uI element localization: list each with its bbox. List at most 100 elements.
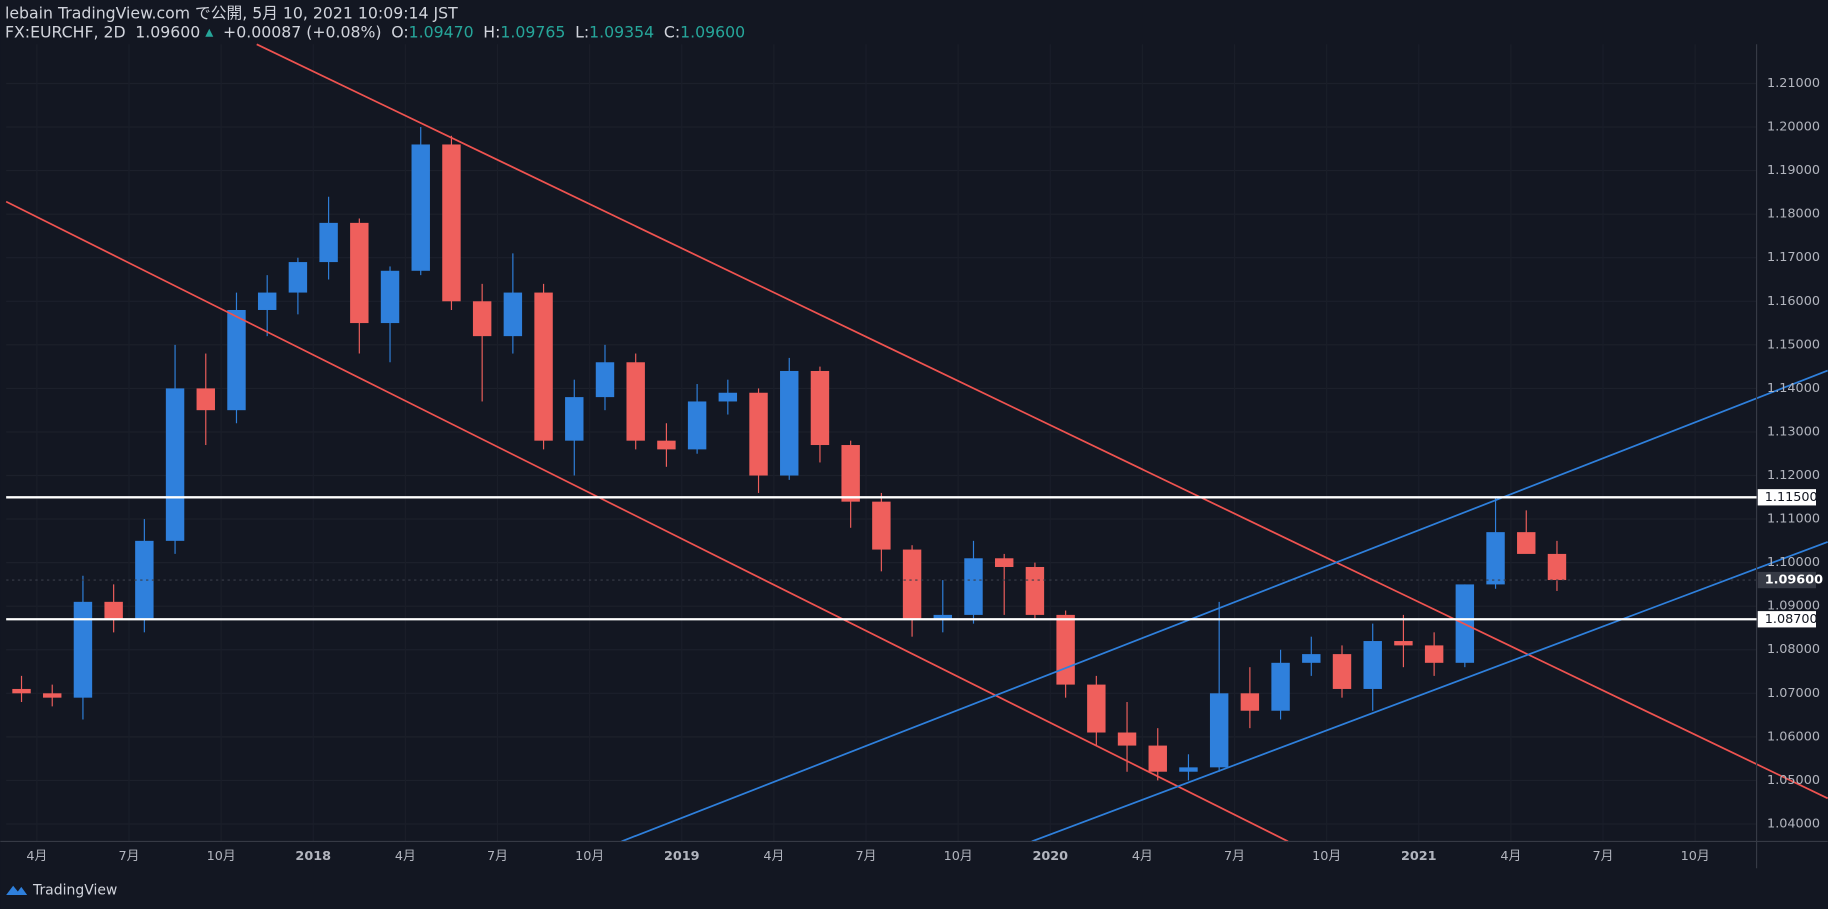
x-tick-label: 2019 bbox=[664, 849, 700, 864]
candle-body bbox=[841, 445, 860, 502]
y-tick-label: 1.14000 bbox=[1767, 381, 1820, 396]
x-tick-label: 2021 bbox=[1401, 849, 1437, 864]
legend-line: FX:EURCHF, 2D 1.09600 ▲ +0.00087 (+0.08%… bbox=[5, 22, 745, 41]
candle-body bbox=[165, 388, 185, 541]
candle-body bbox=[1517, 532, 1536, 554]
x-tick-label: 2020 bbox=[1032, 849, 1068, 864]
candle-body bbox=[1394, 641, 1413, 646]
h-value: 1.09765 bbox=[500, 22, 565, 41]
footer: TradingView bbox=[6, 882, 117, 898]
candle-body bbox=[257, 292, 277, 310]
candle-body bbox=[902, 549, 922, 620]
y-tick-label: 1.18000 bbox=[1767, 207, 1820, 222]
candle-body bbox=[1424, 645, 1444, 663]
x-tick-label: 4月 bbox=[763, 849, 784, 864]
candle-body bbox=[227, 309, 246, 411]
plot bbox=[6, 127, 1757, 781]
candle-body bbox=[1302, 654, 1321, 663]
candle-body bbox=[1148, 745, 1167, 772]
candle-body bbox=[565, 397, 584, 441]
y-tick-label: 1.16000 bbox=[1767, 294, 1820, 309]
x-tick-label: 7月 bbox=[856, 849, 877, 864]
candle-body bbox=[43, 693, 62, 698]
candle-body bbox=[1087, 684, 1106, 733]
candle-body bbox=[442, 144, 461, 302]
horizontal-line-label: 1.11500 bbox=[1765, 490, 1818, 505]
logo bbox=[6, 885, 28, 896]
candle-body bbox=[104, 601, 123, 620]
x-tick-label: 7月 bbox=[1593, 849, 1614, 864]
candle-body bbox=[687, 401, 707, 450]
trend-line bbox=[621, 369, 1828, 843]
candle-body bbox=[73, 601, 93, 698]
x-tick-label: 4月 bbox=[1132, 849, 1153, 864]
candle-body bbox=[1179, 767, 1198, 772]
trend-line bbox=[1031, 541, 1828, 843]
candle-body bbox=[1056, 614, 1075, 685]
y-tick-label: 1.04000 bbox=[1767, 816, 1820, 831]
candle-body bbox=[626, 362, 645, 441]
candle-body bbox=[595, 362, 615, 398]
y-tick-label: 1.21000 bbox=[1767, 76, 1820, 91]
x-tick-label: 10月 bbox=[1312, 849, 1341, 864]
candle-body bbox=[1547, 553, 1567, 581]
candle-body bbox=[933, 614, 952, 620]
y-tick-label: 1.20000 bbox=[1767, 120, 1820, 135]
candle-body bbox=[1209, 693, 1229, 768]
candle-body bbox=[288, 262, 308, 293]
candle-body bbox=[503, 292, 523, 337]
candle-body bbox=[810, 370, 830, 446]
header: lebain TradingView.com で公開, 5月 10, 2021 … bbox=[5, 3, 745, 41]
brand: TradingView bbox=[32, 882, 117, 898]
symbol: FX:EURCHF, 2D bbox=[5, 22, 126, 41]
candle-body bbox=[411, 144, 430, 271]
candle-body bbox=[749, 392, 768, 476]
price-tag bbox=[1757, 571, 1817, 589]
horizontal-line-label: 1.08700 bbox=[1765, 612, 1818, 627]
x-tick-label: 10月 bbox=[575, 849, 604, 864]
candle-body bbox=[718, 392, 738, 402]
l-label: L: bbox=[575, 22, 589, 41]
candle-body bbox=[1117, 732, 1137, 746]
x-tick-label: 10月 bbox=[207, 849, 236, 864]
candle-body bbox=[472, 301, 492, 337]
x-tick-label: 2018 bbox=[295, 849, 331, 864]
publisher: lebain TradingView.com で公開, 5月 10, 2021 … bbox=[5, 3, 458, 22]
candle-body bbox=[350, 222, 369, 324]
candle-body bbox=[319, 222, 338, 263]
x-tick-label: 10月 bbox=[944, 849, 973, 864]
x-tick-label: 7月 bbox=[487, 849, 508, 864]
grid bbox=[6, 44, 1757, 842]
candle-body bbox=[780, 370, 799, 476]
y-tick-label: 1.07000 bbox=[1767, 686, 1820, 701]
trend-line bbox=[5, 200, 1289, 843]
c-value: 1.09600 bbox=[680, 22, 745, 41]
candle-body bbox=[872, 501, 891, 550]
last: 1.09600 bbox=[135, 22, 200, 41]
candle-body bbox=[135, 540, 154, 620]
candle-body bbox=[1240, 693, 1260, 711]
x-tick-label: 4月 bbox=[1500, 849, 1521, 864]
price-tag-label: 1.09600 bbox=[1765, 573, 1823, 588]
axes: 1.04000 1.05000 1.06000 1.07000 1.08000 1.090… bbox=[26, 76, 1823, 864]
x-tick-label: 4月 bbox=[395, 849, 416, 864]
candle-body bbox=[1363, 641, 1382, 689]
candle-body bbox=[964, 558, 983, 615]
candle-body bbox=[657, 440, 676, 450]
o-value: 1.09470 bbox=[409, 22, 474, 41]
y-tick-label: 1.17000 bbox=[1767, 250, 1820, 265]
y-tick-label: 1.10000 bbox=[1767, 555, 1820, 570]
change: +0.00087 (+0.08%) bbox=[223, 22, 382, 41]
y-tick-label: 1.13000 bbox=[1767, 424, 1820, 439]
y-tick-label: 1.09000 bbox=[1767, 599, 1820, 614]
x-tick-label: 7月 bbox=[1224, 849, 1245, 864]
candle-body bbox=[994, 558, 1014, 567]
candle-body bbox=[380, 270, 400, 324]
l-value: 1.09354 bbox=[589, 22, 654, 41]
candle-body bbox=[534, 292, 553, 441]
trend-line bbox=[256, 43, 1828, 800]
arrow: ▲ bbox=[205, 27, 214, 39]
